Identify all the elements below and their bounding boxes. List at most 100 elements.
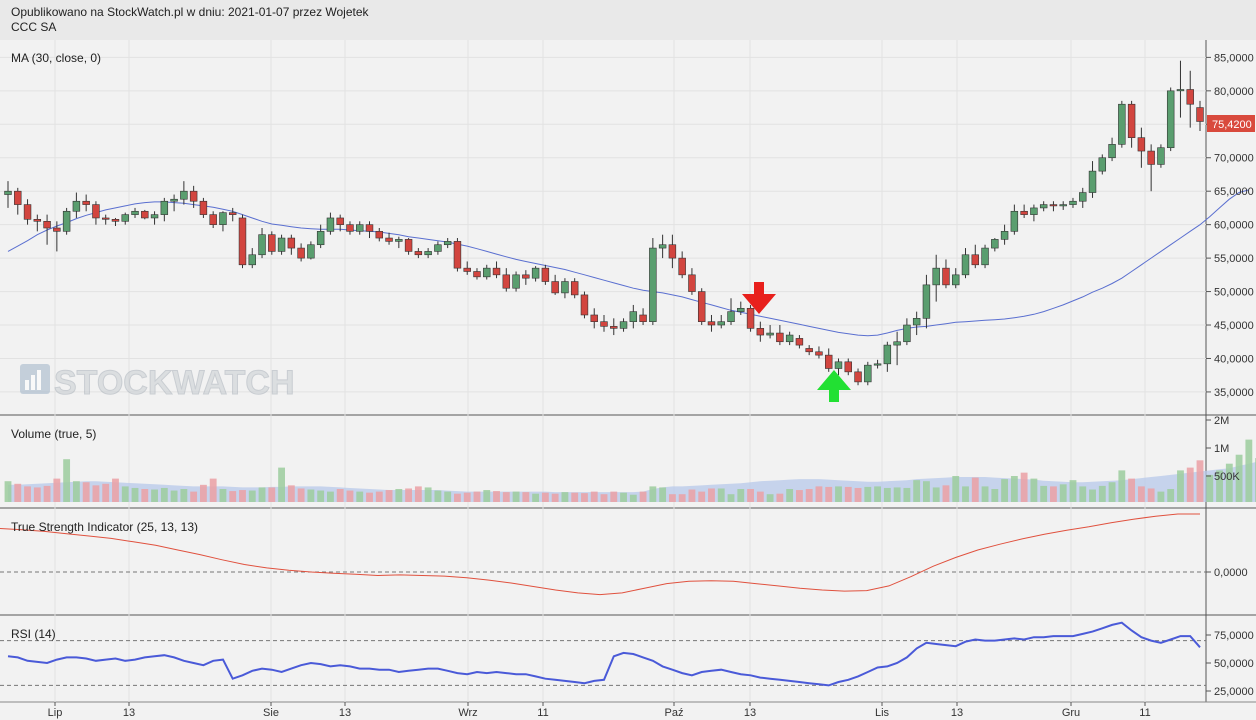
price-axis-label: 35,0000 [1214, 387, 1254, 399]
candle-body [639, 314, 647, 322]
candle-body [43, 221, 51, 229]
candle-body [53, 227, 61, 232]
volume-bar [1059, 484, 1067, 502]
candle-body [1196, 107, 1204, 122]
volume-bar [1020, 472, 1028, 502]
volume-bar [610, 491, 618, 502]
candle-body [33, 219, 42, 222]
volume-bar [991, 489, 999, 502]
candle-body [1186, 89, 1194, 105]
volume-bar [1245, 439, 1253, 502]
candle-body [815, 351, 823, 356]
volume-bar [1216, 470, 1223, 502]
candle-body [561, 281, 569, 294]
volume-bar [883, 487, 891, 502]
candle-body [1088, 170, 1097, 193]
candle-body [1166, 90, 1175, 149]
volume-bar [63, 459, 71, 502]
candle-body [385, 237, 393, 242]
axis-background [1206, 40, 1256, 702]
candle-body [961, 254, 970, 276]
volume-bar [14, 483, 22, 502]
time-axis-label: 11 [537, 707, 548, 719]
candle-body [219, 212, 227, 225]
volume-bar [756, 491, 764, 502]
volume-bar [1235, 454, 1243, 502]
candle-body [395, 239, 403, 242]
candle-body [893, 341, 901, 346]
volume-bar [297, 488, 305, 502]
volume-panel [4, 439, 1256, 502]
volume-bar [708, 488, 715, 502]
volume-bar [1177, 470, 1184, 502]
volume-bar [747, 489, 754, 502]
volume-bar [981, 486, 989, 502]
volume-axis-label: 1M [1214, 443, 1229, 455]
ma30-line [7, 189, 1250, 337]
candle-body [307, 244, 315, 259]
volume-bar [356, 491, 364, 502]
volume-panel-title: Volume (true, 5) [11, 427, 96, 441]
time-axis-label: Lis [875, 707, 890, 719]
last-price-label: 75,4200 [1212, 119, 1252, 131]
volume-bar [209, 478, 217, 502]
candle-body [492, 267, 501, 276]
volume-bar [24, 486, 31, 502]
candle-body [512, 274, 520, 289]
candle-body [991, 239, 999, 249]
candle-body [629, 311, 638, 322]
volume-bar [1128, 478, 1136, 502]
volume-bar [1118, 470, 1126, 502]
volume-bar [844, 486, 852, 502]
candle-body [453, 241, 462, 269]
volume-bar [1089, 489, 1096, 502]
price-panel [4, 60, 1250, 386]
candle-body [785, 334, 794, 343]
volume-bar [874, 486, 881, 502]
volume-bar [1186, 467, 1194, 502]
candle-body [1118, 103, 1126, 145]
volume-bar [483, 490, 491, 502]
volume-bar [180, 489, 188, 502]
candle-body [756, 328, 765, 336]
volume-bar [336, 489, 344, 502]
volume-bar [395, 489, 403, 502]
stockwatch-watermark: STOCKWATCH [20, 364, 295, 403]
volume-bar [434, 490, 442, 502]
volume-bar [53, 478, 61, 502]
volume-bar [1196, 460, 1204, 502]
volume-bar [551, 493, 559, 502]
volume-bar [698, 491, 706, 502]
volume-bar [1010, 476, 1018, 502]
candle-body [922, 284, 931, 319]
candle-body [150, 214, 159, 219]
volume-bar [1157, 491, 1165, 502]
candle-body [912, 318, 921, 326]
volume-bar [581, 493, 588, 502]
volume-bar [805, 489, 813, 502]
volume-bar [600, 494, 608, 502]
price-axis-label: 85,0000 [1214, 52, 1254, 64]
volume-axis-label: 2M [1214, 415, 1229, 427]
candle-body [844, 361, 852, 373]
candle-body [131, 210, 139, 215]
time-axis-label: 13 [744, 707, 756, 719]
volume-bar [346, 490, 354, 502]
volume-bar [688, 489, 696, 502]
chart-header: Opublikowano na StockWatch.pl w dniu: 20… [0, 0, 1256, 40]
volume-bar [444, 491, 452, 502]
volume-bar [72, 481, 80, 502]
candle-body [92, 204, 100, 219]
volume-bar [248, 490, 256, 502]
volume-bar [33, 487, 41, 502]
volume-bar [4, 481, 12, 502]
volume-bar [893, 487, 901, 502]
candle-body [668, 244, 677, 259]
candle-body [189, 190, 198, 202]
volume-bar [1147, 488, 1155, 502]
volume-bar [629, 494, 637, 502]
candle-body [570, 281, 579, 296]
price-panel-title: MA (30, close, 0) [11, 51, 101, 65]
candle-body [590, 314, 598, 322]
volume-bar [971, 477, 979, 502]
